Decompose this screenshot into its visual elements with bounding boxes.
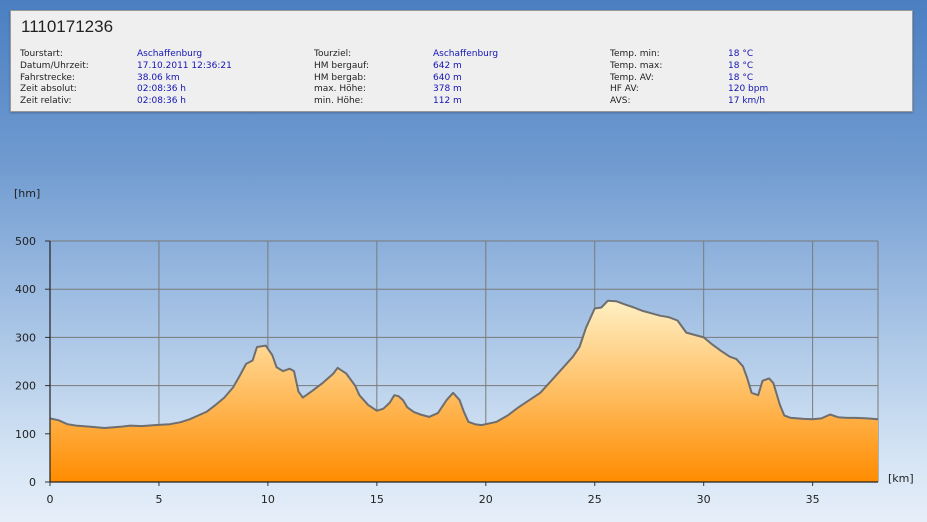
info-label: Temp. min: [610,49,660,59]
info-label: HM bergauf: [314,60,369,71]
info-value: 38.06 km [137,72,180,83]
y-tick-label: 500 [15,235,36,248]
x-tick-label: 20 [479,493,493,506]
info-value: 640 m [433,72,462,83]
info-value: 18 °C [728,60,754,71]
y-axis-label: [hm] [14,187,40,200]
tour-info-panel: 1110171236 Tourstart: Aschaffenburg Datum/… [10,10,913,112]
x-tick-label: 15 [370,493,384,506]
info-label: Temp. max: [610,60,663,71]
info-value: Aschaffenburg [433,49,499,59]
x-tick-label: 0 [47,493,54,506]
info-label: Fahrstrecke: [20,72,75,83]
x-tick-label: 35 [806,493,820,506]
info-value: 112 m [433,96,462,107]
info-label: AVS: [610,96,631,107]
info-value: Aschaffenburg [137,49,203,59]
chart-axes: 0 5 10 15 20 25 30 35 0 100 200 300 400 500 [15,235,878,506]
info-label: Tourziel: [314,49,352,59]
y-tick-label: 100 [15,428,36,441]
y-tick-label: 400 [15,283,36,296]
y-tick-label: 300 [15,331,36,344]
info-label: Tourstart: [20,49,63,59]
info-value: 02:08:36 h [137,84,186,95]
y-tick-label: 0 [29,476,36,489]
info-value: 17 km/h [728,96,766,107]
info-label: Zeit relativ: [20,96,72,107]
y-tick-label: 200 [15,380,36,393]
info-label: Temp. AV: [610,72,654,83]
elevation-line [49,299,879,429]
info-value: 642 m [433,60,462,71]
info-label: Zeit absolut: [20,84,77,95]
x-tick-label: 5 [155,493,162,506]
info-value: 18 °C [728,49,754,59]
info-label: HM bergab: [314,72,367,83]
info-label: HF AV: [610,84,639,95]
x-tick-label: 25 [588,493,602,506]
x-tick-label: 10 [261,493,275,506]
info-value: 17.10.2011 12:36:21 [137,60,232,71]
info-label: min. Höhe: [314,96,364,107]
x-tick-label: 30 [697,493,711,506]
info-label: Datum/Uhrzeit: [20,60,89,71]
info-value: 120 bpm [728,84,769,95]
info-value: 18 °C [728,72,754,83]
elevation-area [50,300,878,482]
tour-title: 1110171236 [21,17,114,36]
x-axis-label: [km] [888,472,914,485]
info-label: max. Höhe: [314,84,366,95]
info-value: 378 m [433,84,462,95]
info-value: 02:08:36 h [137,96,186,107]
